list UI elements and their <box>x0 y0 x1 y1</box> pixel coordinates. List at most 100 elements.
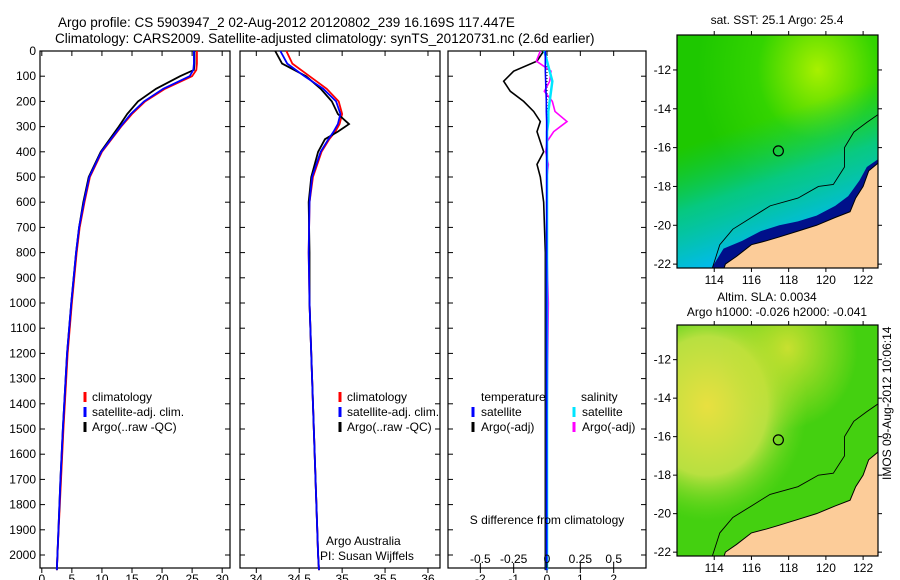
x-tick-label: 0 <box>38 572 45 580</box>
x-tick-label: 34 <box>250 572 264 580</box>
x-tick-label: 36 <box>421 572 435 580</box>
y-tick-label: 1400 <box>9 397 36 411</box>
legend-label: Argo(..raw -QC) <box>92 420 177 434</box>
x-tick-label: 34.5 <box>288 572 312 580</box>
y-tick-label: 0 <box>29 44 36 58</box>
lat-tick-label: -20 <box>654 218 672 232</box>
plot-frame <box>39 50 231 569</box>
legend-label: Argo(-adj) <box>582 420 635 434</box>
argo-location-marker <box>772 434 784 446</box>
map-frame <box>676 34 879 269</box>
y-tick-label: 800 <box>16 246 36 260</box>
y-tick-label: 1700 <box>9 472 36 486</box>
legend-heading-salinity: salinity <box>581 390 618 404</box>
x-tick-label: 25 <box>185 572 199 580</box>
shelf-cold-band <box>711 159 878 268</box>
profile-line-argo <box>274 50 351 571</box>
lon-tick-label: 114 <box>705 273 724 287</box>
legend-label: climatology <box>92 390 152 404</box>
isobath-line <box>711 403 878 556</box>
annotation-argo-australia: Argo Australia <box>326 534 401 548</box>
sla-map-title-line2: Argo h1000: -0.026 h2000: -0.041 <box>687 305 867 319</box>
y-tick-label: 1000 <box>9 296 36 310</box>
lon-tick-label: 118 <box>779 273 798 287</box>
x-tick-label: 0 <box>544 572 551 580</box>
y-tick-label: 1300 <box>9 372 36 386</box>
x-tick-label: 35 <box>335 572 349 580</box>
x-tick-label: 35.5 <box>373 572 397 580</box>
diff-line-s-argo-adj- <box>535 50 569 571</box>
lon-tick-label: 122 <box>853 273 873 287</box>
lon-tick-label: 114 <box>705 561 724 575</box>
map-frame <box>676 324 879 557</box>
legend-label: satellite <box>582 405 623 419</box>
y-tick-label: 600 <box>16 195 36 209</box>
x-tick-label: -2 <box>475 572 486 580</box>
profile-line-satellite-adj <box>55 51 195 571</box>
lat-tick-label: -14 <box>654 102 672 116</box>
x-tick-label: -1 <box>508 572 519 580</box>
x-tick-label: 10 <box>95 572 109 580</box>
lat-tick-label: -14 <box>654 391 672 405</box>
y-tick-label: 100 <box>16 69 36 83</box>
lon-tick-label: 120 <box>816 561 836 575</box>
s-axis-label: S difference from climatology <box>470 513 625 527</box>
s-tick-label: 0.5 <box>605 552 622 566</box>
y-tick-label: 900 <box>16 271 36 285</box>
legend-label: satellite-adj. clim. <box>92 405 184 419</box>
diff-line-t-satellite <box>544 51 548 571</box>
lon-tick-label: 118 <box>779 561 798 575</box>
sla-map-title-line1: Altim. SLA: 0.0034 <box>717 290 817 304</box>
x-tick-label: 5 <box>69 572 76 580</box>
figure-title-line2: Climatology: CARS2009. Satellite-adjuste… <box>55 31 595 46</box>
lat-tick-label: -20 <box>654 507 672 521</box>
y-tick-label: 1600 <box>9 447 36 461</box>
figure-title-line1: Argo profile: CS 5903947_2 02-Aug-2012 2… <box>58 15 515 30</box>
land-mass <box>723 451 878 556</box>
lon-tick-label: 116 <box>742 561 761 575</box>
sla-map-field <box>677 325 878 556</box>
y-tick-label: 1800 <box>9 498 36 512</box>
lat-tick-label: -16 <box>654 430 672 444</box>
profile-line-satellite-adj <box>279 50 342 571</box>
x-tick-label: 15 <box>125 572 139 580</box>
y-tick-label: 2000 <box>9 548 36 562</box>
land-mass <box>723 162 878 268</box>
annotation-pi: PI: Susan Wijffels <box>320 549 414 563</box>
s-tick-label: -0.5 <box>470 552 491 566</box>
y-tick-label: 200 <box>16 94 36 108</box>
isobath-line <box>711 114 878 268</box>
profile-line-climatology <box>285 50 344 571</box>
s-tick-label: -0.25 <box>500 552 528 566</box>
s-tick-label: 0.25 <box>569 552 593 566</box>
y-tick-label: 500 <box>16 170 36 184</box>
lon-tick-label: 116 <box>742 273 761 287</box>
lat-tick-label: -22 <box>654 545 672 559</box>
argo-location-marker <box>772 145 784 157</box>
legend-heading-temperature: temperature <box>481 390 546 404</box>
legend-label: climatology <box>347 390 407 404</box>
lat-tick-label: -12 <box>654 353 672 367</box>
profile-line-climatology <box>55 51 198 571</box>
lat-tick-label: -18 <box>654 179 672 193</box>
y-tick-label: 400 <box>16 145 36 159</box>
legend-label: Argo(..raw -QC) <box>347 420 432 434</box>
legend-label: satellite-adj. clim. <box>347 405 439 419</box>
lat-tick-label: -16 <box>654 141 672 155</box>
lat-tick-label: -12 <box>654 63 672 77</box>
lat-tick-label: -18 <box>654 468 672 482</box>
lon-tick-label: 120 <box>816 273 836 287</box>
y-tick-label: 1900 <box>9 523 36 537</box>
x-tick-label: 2 <box>610 572 617 580</box>
sst-map-field <box>677 35 878 268</box>
lat-tick-label: -22 <box>654 257 672 271</box>
lon-tick-label: 122 <box>853 561 873 575</box>
y-tick-label: 1200 <box>9 346 36 360</box>
y-tick-label: 700 <box>16 220 36 234</box>
s-tick-label: 0 <box>544 552 551 566</box>
plot-frame <box>239 50 441 569</box>
profile-line-argo <box>55 51 196 571</box>
legend-label: satellite <box>481 405 522 419</box>
x-tick-label: 20 <box>155 572 169 580</box>
